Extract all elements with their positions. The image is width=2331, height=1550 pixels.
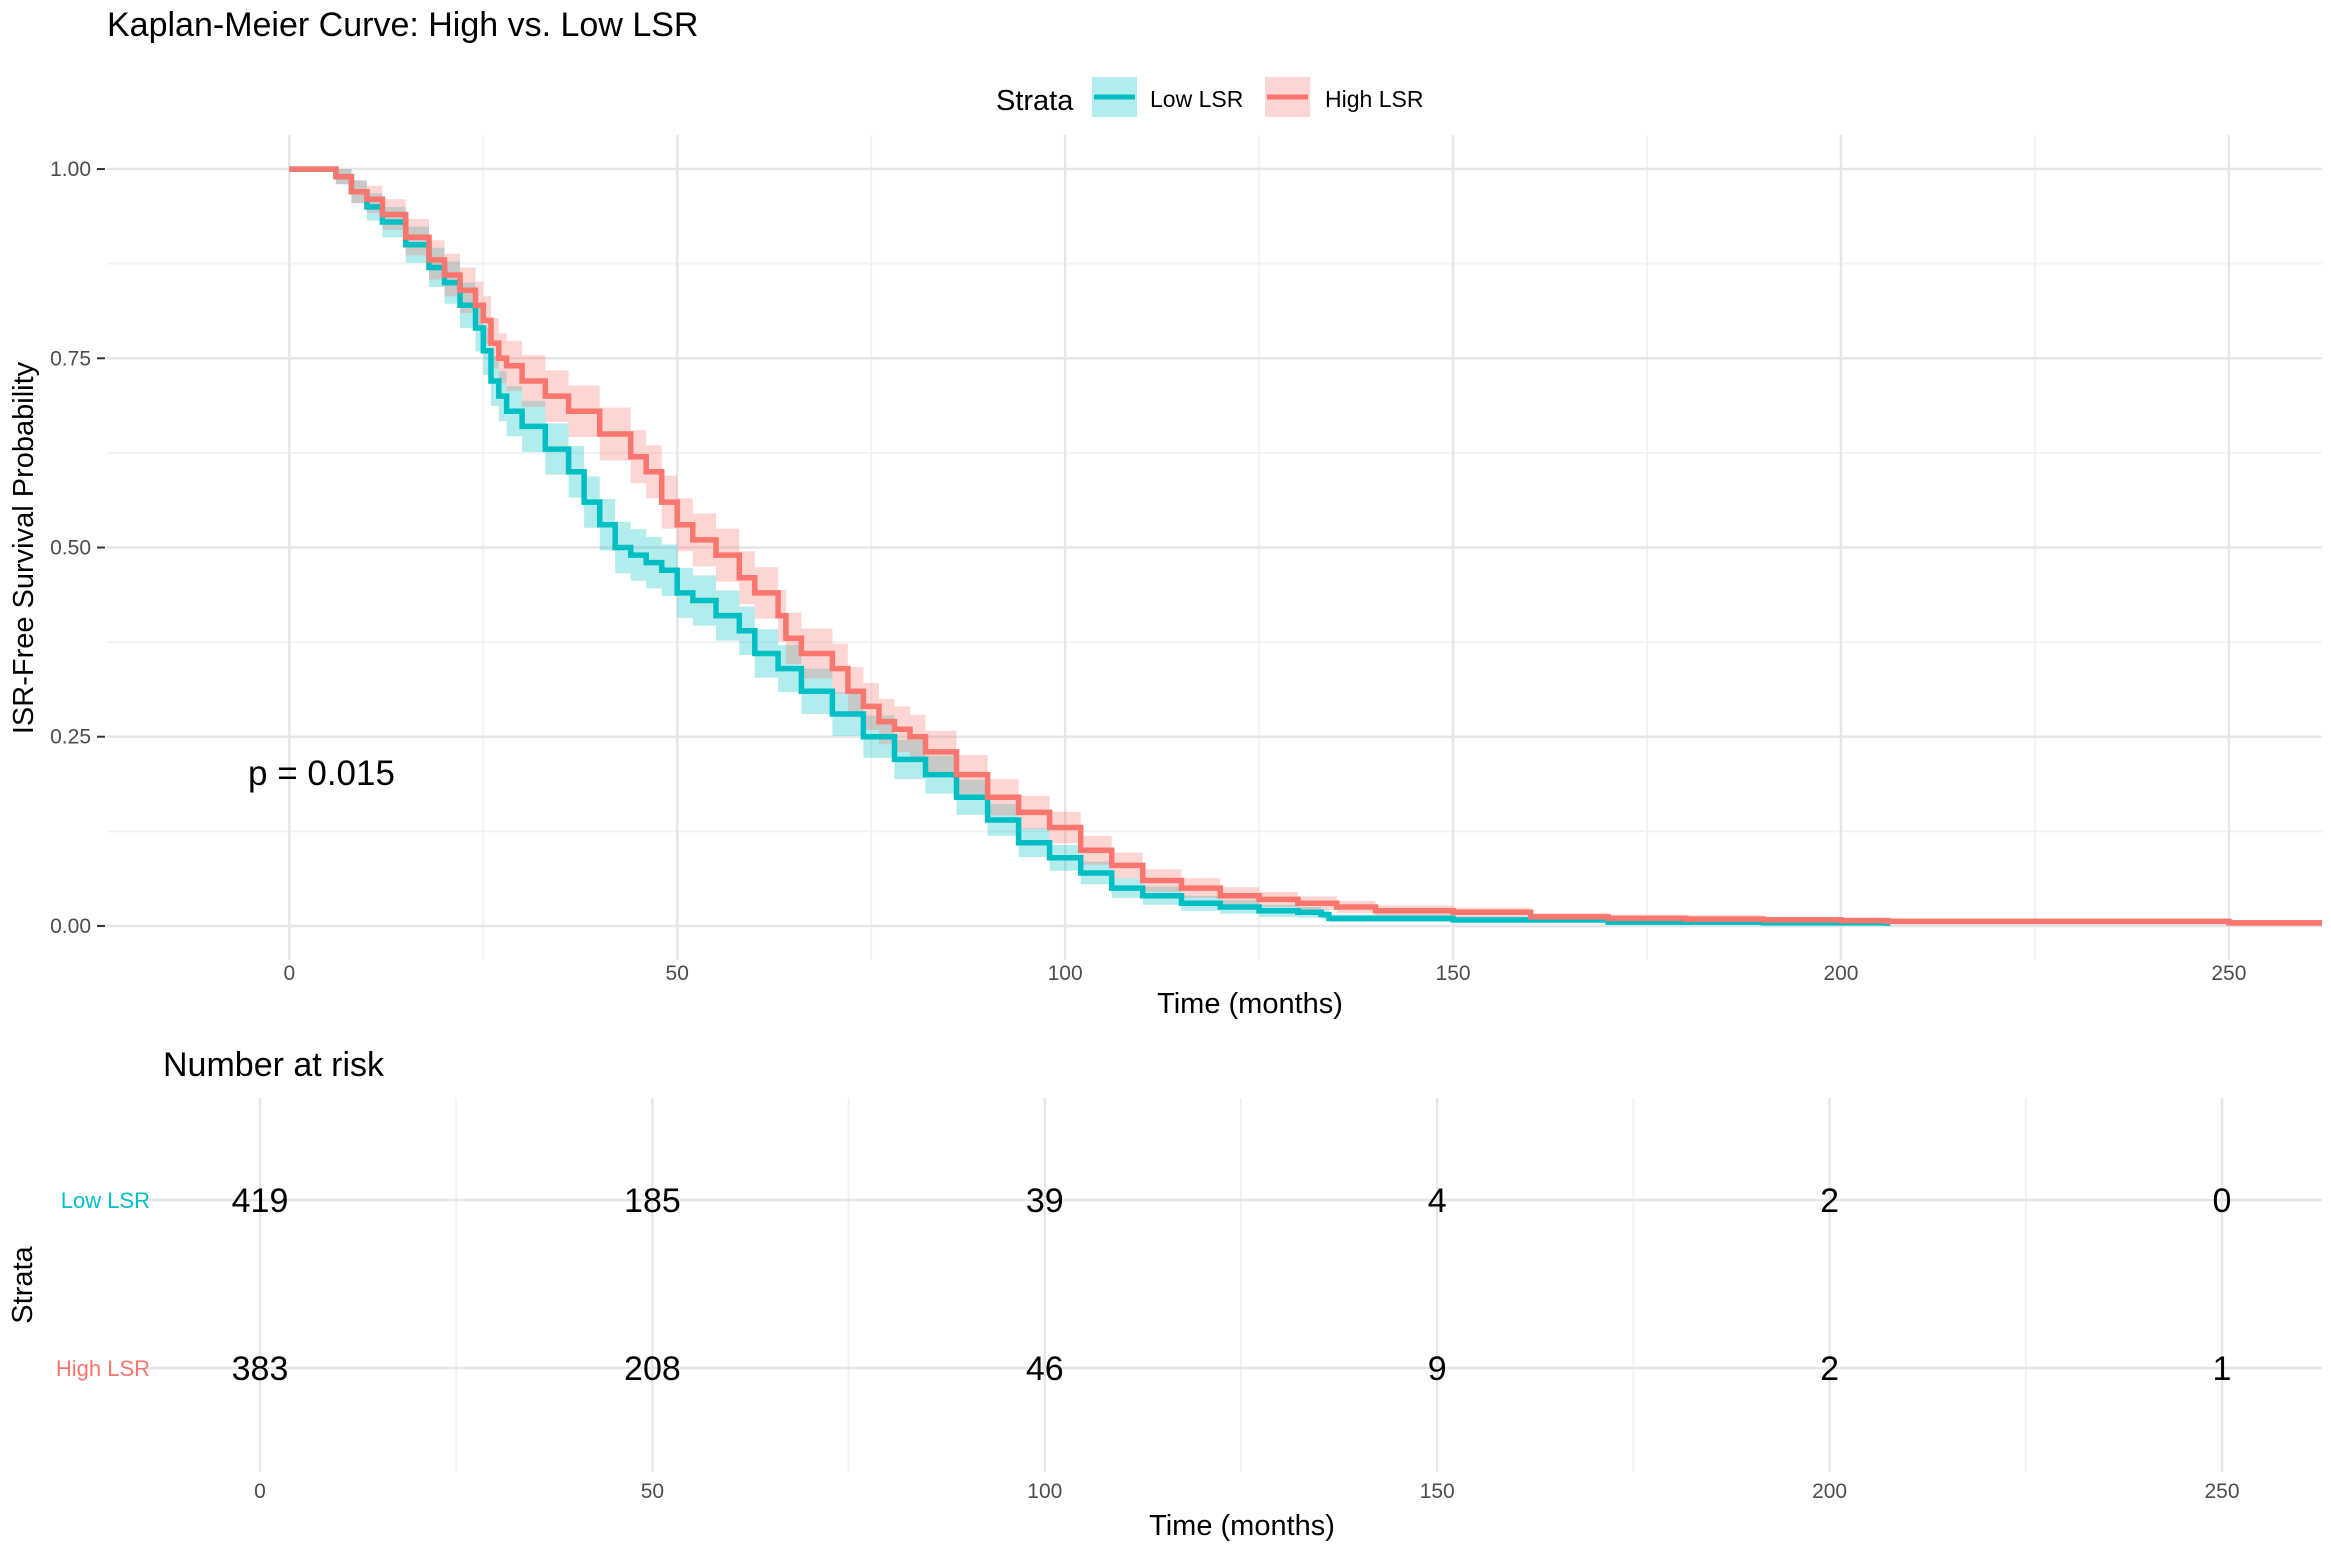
- risk-x-tick-label: 250: [2204, 1480, 2239, 1503]
- risk-x-tick-label: 0: [254, 1480, 266, 1503]
- risk-row-label-high-lsr: High LSR: [56, 1356, 150, 1381]
- risk-cell: 46: [1026, 1350, 1064, 1388]
- risk-cell: 4: [1428, 1182, 1447, 1220]
- risk-cell: 383: [232, 1350, 289, 1388]
- risk-row-label-low-lsr: Low LSR: [61, 1188, 150, 1213]
- risk-cell: 39: [1026, 1182, 1064, 1220]
- legend: Strata Low LSR High LSR: [996, 77, 1423, 117]
- risk-y-axis-label: Strata: [7, 1245, 39, 1323]
- km-x-tick-label: 250: [2211, 962, 2246, 985]
- ci-band-low-lsr: [289, 169, 1888, 926]
- km-y-tick-label: 1.00: [50, 158, 91, 181]
- km-x-tick-label: 50: [666, 962, 689, 985]
- km-x-tick-label: 100: [1048, 962, 1083, 985]
- km-y-tick-label: 0.50: [50, 537, 91, 560]
- km-x-tick-label: 150: [1436, 962, 1471, 985]
- risk-x-axis-label: Time (months): [1149, 1510, 1335, 1542]
- risk-table-title: Number at risk: [163, 1046, 385, 1084]
- km-y-tick-label: 0.00: [50, 915, 91, 938]
- survival-curve-high-lsr: [289, 166, 2322, 926]
- risk-cell: 185: [624, 1182, 681, 1220]
- legend-title: Strata: [996, 85, 1074, 117]
- risk-cell: 2: [1820, 1182, 1839, 1220]
- km-plot-panel: 0 50 100 150 200 250 0.00 0.25 0.50 0.75 1.00: [50, 135, 2322, 985]
- km-x-tick-label: 200: [1823, 962, 1858, 985]
- risk-cell: 1: [2213, 1350, 2232, 1388]
- km-y-axis-label: ISR-Free Survival Probability: [8, 361, 40, 734]
- risk-x-tick-label: 100: [1027, 1480, 1062, 1503]
- km-x-tick-label: 0: [283, 962, 295, 985]
- risk-x-tick-label: 150: [1420, 1480, 1455, 1503]
- risk-x-tick-label: 50: [641, 1480, 664, 1503]
- km-y-tick-label: 0.75: [50, 347, 91, 370]
- km-x-axis-label: Time (months): [1157, 988, 1343, 1020]
- risk-cell: 419: [232, 1182, 289, 1220]
- risk-x-tick-label: 200: [1812, 1480, 1847, 1503]
- legend-label-low-lsr: Low LSR: [1150, 86, 1243, 112]
- ci-band-high-lsr: [289, 169, 2322, 926]
- km-y-tick-label: 0.25: [50, 726, 91, 749]
- risk-table-panel: 419 185 39 4 2 0 383 208 46 9 2 1 0 50 100 150 200 250 Lo…: [56, 1098, 2322, 1503]
- risk-cell: 9: [1428, 1350, 1447, 1388]
- survival-curve-low-lsr: [289, 166, 1891, 926]
- p-value-annotation: p = 0.015: [248, 754, 395, 793]
- risk-cell: 2: [1820, 1350, 1839, 1388]
- legend-label-high-lsr: High LSR: [1325, 86, 1423, 112]
- risk-cell: 208: [624, 1350, 681, 1388]
- chart-title: Kaplan-Meier Curve: High vs. Low LSR: [107, 6, 698, 44]
- risk-cell: 0: [2213, 1182, 2232, 1220]
